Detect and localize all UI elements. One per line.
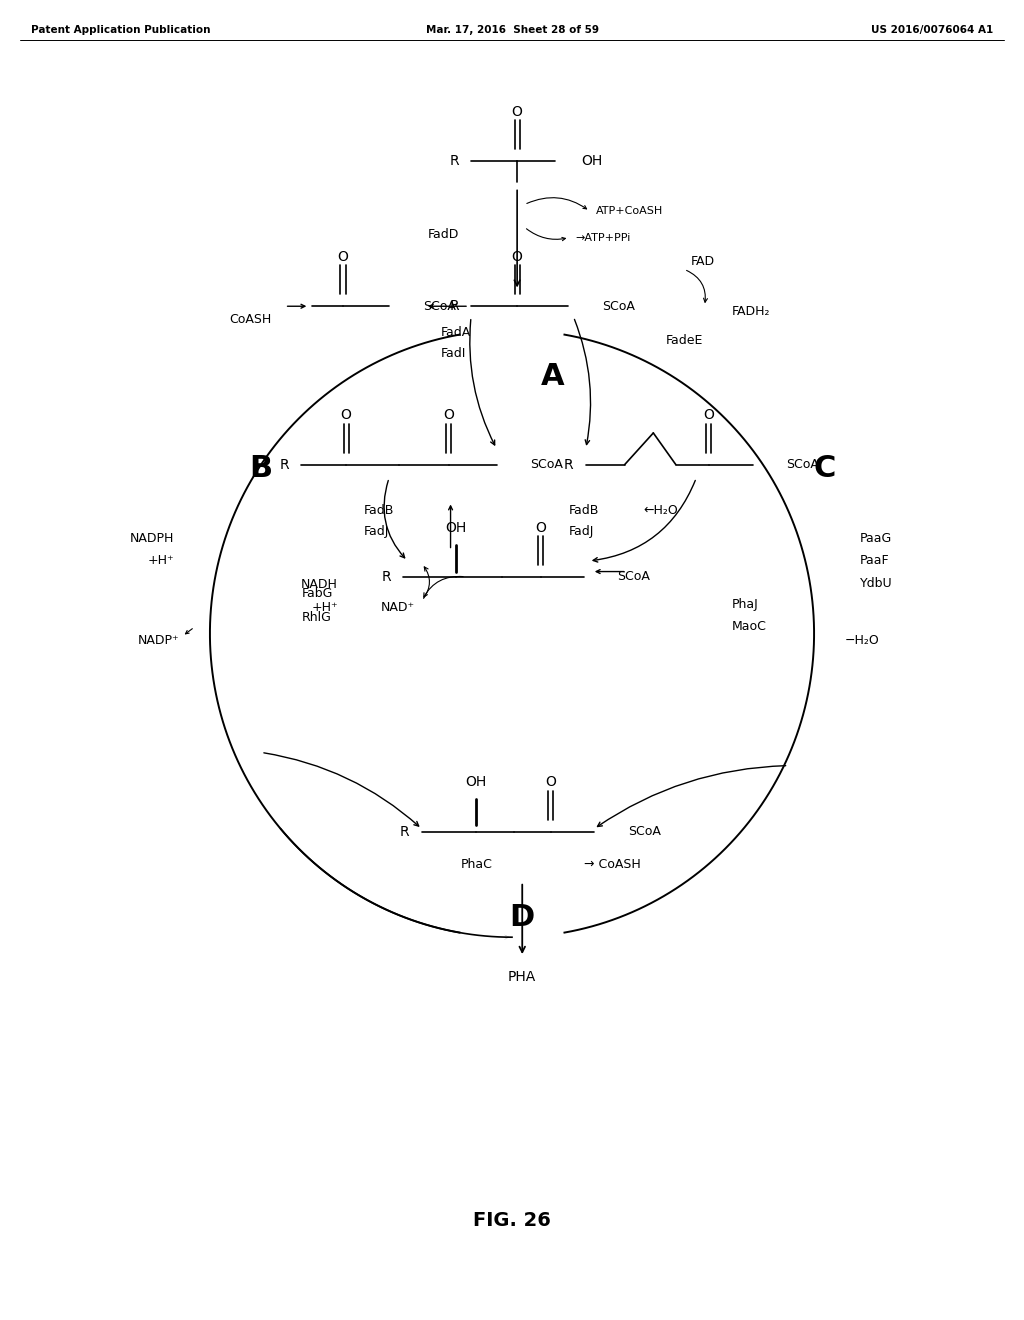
Text: OH: OH xyxy=(445,520,466,535)
Text: SCoA: SCoA xyxy=(602,300,635,313)
Text: FadB: FadB xyxy=(568,504,599,517)
Text: A: A xyxy=(541,362,565,391)
Text: US 2016/0076064 A1: US 2016/0076064 A1 xyxy=(871,25,993,36)
Text: SCoA: SCoA xyxy=(617,570,650,583)
Text: R: R xyxy=(450,300,459,313)
Text: Mar. 17, 2016  Sheet 28 of 59: Mar. 17, 2016 Sheet 28 of 59 xyxy=(426,25,598,36)
Text: FadI: FadI xyxy=(440,347,466,360)
Text: D: D xyxy=(510,903,535,932)
Text: FadD: FadD xyxy=(427,228,459,242)
Text: MaoC: MaoC xyxy=(732,620,767,634)
Text: +H⁺: +H⁺ xyxy=(147,554,174,568)
Text: OH: OH xyxy=(582,154,603,168)
Text: SCoA: SCoA xyxy=(628,825,660,838)
Text: PhaJ: PhaJ xyxy=(732,598,759,611)
Text: ATP+CoASH: ATP+CoASH xyxy=(596,206,664,216)
Text: NADH: NADH xyxy=(301,578,338,591)
Text: PaaF: PaaF xyxy=(860,554,890,568)
Text: ←H₂O: ←H₂O xyxy=(643,504,678,517)
Text: FIG. 26: FIG. 26 xyxy=(473,1212,551,1230)
Text: PhaC: PhaC xyxy=(461,858,493,871)
Text: R: R xyxy=(382,570,391,583)
Text: YdbU: YdbU xyxy=(860,577,893,590)
Text: PaaG: PaaG xyxy=(860,532,892,545)
Text: O: O xyxy=(341,408,351,422)
Text: O: O xyxy=(703,408,714,422)
Text: SCoA: SCoA xyxy=(786,458,819,471)
Text: Patent Application Publication: Patent Application Publication xyxy=(31,25,210,36)
Text: NADP⁺: NADP⁺ xyxy=(137,634,179,647)
Text: SCoA: SCoA xyxy=(530,458,563,471)
Text: CoASH: CoASH xyxy=(229,313,271,326)
Text: FadeE: FadeE xyxy=(666,334,702,347)
Text: +H⁺: +H⁺ xyxy=(311,601,338,614)
Text: PHA: PHA xyxy=(508,970,537,983)
Text: O: O xyxy=(546,775,556,789)
Text: →ATP+PPi: →ATP+PPi xyxy=(575,232,631,243)
Text: FAD: FAD xyxy=(691,255,716,268)
Text: SCoA: SCoA xyxy=(423,300,456,313)
Text: OH: OH xyxy=(466,775,486,789)
Text: O: O xyxy=(443,408,454,422)
Text: B: B xyxy=(250,454,272,483)
Text: NADPH: NADPH xyxy=(130,532,174,545)
Text: R: R xyxy=(450,154,459,168)
Text: FADH₂: FADH₂ xyxy=(732,305,771,318)
Text: FabG: FabG xyxy=(302,587,334,601)
Text: R: R xyxy=(564,458,573,471)
Text: FadJ: FadJ xyxy=(364,525,389,539)
Text: RhlG: RhlG xyxy=(302,611,332,624)
Text: C: C xyxy=(813,454,836,483)
Text: FadB: FadB xyxy=(364,504,394,517)
Text: −H₂O: −H₂O xyxy=(845,634,880,647)
Text: FadA: FadA xyxy=(440,326,471,339)
Text: O: O xyxy=(536,520,546,535)
Text: NAD⁺: NAD⁺ xyxy=(381,601,415,614)
Text: O: O xyxy=(512,249,522,264)
Text: R: R xyxy=(400,825,410,838)
Text: R: R xyxy=(280,458,289,471)
Text: O: O xyxy=(512,104,522,119)
Text: → CoASH: → CoASH xyxy=(584,858,640,871)
Text: O: O xyxy=(338,249,348,264)
Text: FadJ: FadJ xyxy=(568,525,594,539)
